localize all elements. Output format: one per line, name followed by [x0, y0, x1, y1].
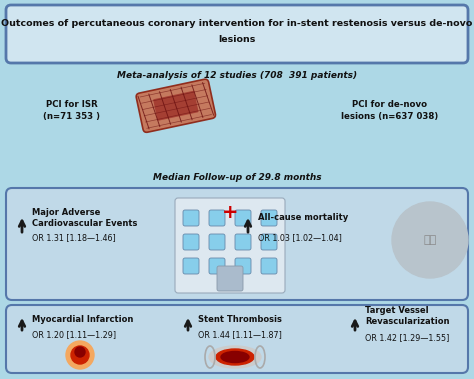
FancyBboxPatch shape	[235, 234, 251, 250]
FancyBboxPatch shape	[6, 305, 468, 373]
Ellipse shape	[216, 349, 254, 365]
Circle shape	[66, 341, 94, 369]
FancyBboxPatch shape	[209, 210, 225, 226]
FancyBboxPatch shape	[209, 258, 225, 274]
FancyBboxPatch shape	[261, 258, 277, 274]
FancyBboxPatch shape	[235, 210, 251, 226]
Text: PCI for ISR
(n=71 353 ): PCI for ISR (n=71 353 )	[44, 100, 100, 121]
FancyBboxPatch shape	[183, 210, 199, 226]
Text: Target Vessel
Revascularization: Target Vessel Revascularization	[365, 306, 449, 326]
Text: 🦶🦶: 🦶🦶	[423, 235, 437, 245]
Text: Major Adverse
Cardiovascular Events: Major Adverse Cardiovascular Events	[32, 208, 137, 228]
Text: OR 1.03 [1.02—1.04]: OR 1.03 [1.02—1.04]	[258, 233, 342, 243]
FancyBboxPatch shape	[6, 5, 468, 63]
Text: PCI for de-novo
lesions (n=637 038): PCI for de-novo lesions (n=637 038)	[341, 100, 438, 121]
Text: OR 1.20 [1.11—1.29]: OR 1.20 [1.11—1.29]	[32, 330, 116, 340]
Circle shape	[392, 202, 468, 278]
Text: Meta-analysis of 12 studies (708  391 patients): Meta-analysis of 12 studies (708 391 pat…	[117, 72, 357, 80]
FancyBboxPatch shape	[217, 266, 243, 291]
FancyBboxPatch shape	[175, 198, 285, 293]
FancyBboxPatch shape	[235, 258, 251, 274]
Text: OR 1.42 [1.29—1.55]: OR 1.42 [1.29—1.55]	[365, 334, 449, 343]
FancyBboxPatch shape	[261, 210, 277, 226]
Ellipse shape	[209, 346, 261, 368]
Text: Stent Thrombosis: Stent Thrombosis	[198, 315, 282, 324]
FancyBboxPatch shape	[183, 234, 199, 250]
Text: OR 1.44 [1.11—1.87]: OR 1.44 [1.11—1.87]	[198, 330, 282, 340]
FancyBboxPatch shape	[400, 218, 460, 262]
FancyBboxPatch shape	[261, 234, 277, 250]
Text: OR 1.31 [1.18—1.46]: OR 1.31 [1.18—1.46]	[32, 233, 116, 243]
FancyBboxPatch shape	[209, 234, 225, 250]
Text: All-cause mortality: All-cause mortality	[258, 213, 348, 222]
FancyBboxPatch shape	[183, 258, 199, 274]
Ellipse shape	[221, 351, 249, 362]
Text: Outcomes of percutaneous coronary intervention for in-stent restenosis versus de: Outcomes of percutaneous coronary interv…	[1, 19, 473, 28]
Circle shape	[71, 346, 89, 364]
Circle shape	[75, 347, 85, 357]
FancyBboxPatch shape	[6, 188, 468, 300]
Text: lesions: lesions	[219, 36, 255, 44]
Text: +: +	[222, 204, 238, 222]
FancyBboxPatch shape	[153, 91, 199, 121]
Text: Median Follow-up of 29.8 months: Median Follow-up of 29.8 months	[153, 174, 321, 183]
FancyBboxPatch shape	[136, 79, 216, 132]
Text: Myocardial Infarction: Myocardial Infarction	[32, 315, 133, 324]
